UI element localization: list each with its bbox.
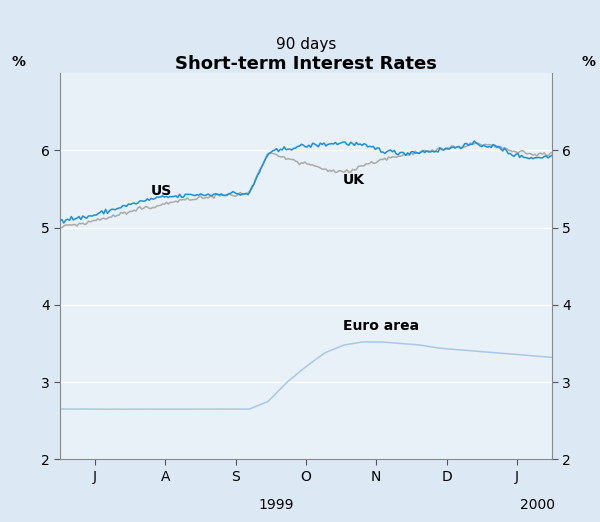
Text: US: US [151,184,172,198]
Text: Euro area: Euro area [343,318,419,333]
Text: 2000: 2000 [520,498,555,512]
Text: %: % [11,55,25,69]
Text: 90 days: 90 days [276,37,336,52]
Text: 1999: 1999 [259,498,294,512]
Text: %: % [582,55,596,69]
Title: Short-term Interest Rates: Short-term Interest Rates [175,55,437,73]
Text: UK: UK [343,173,365,187]
